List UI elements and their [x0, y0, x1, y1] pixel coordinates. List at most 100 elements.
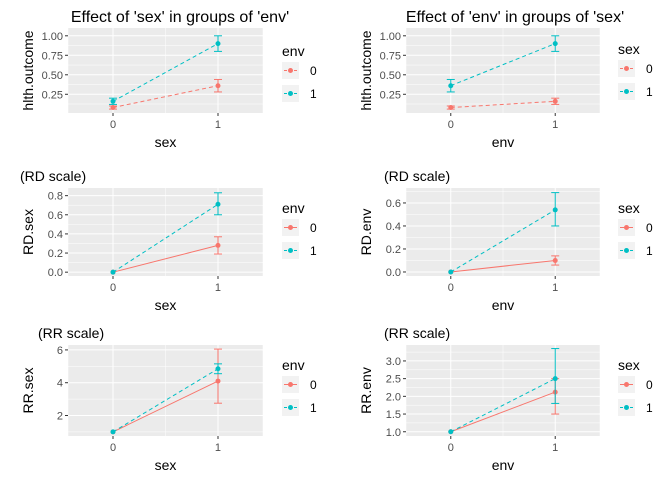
- x-axis-title: env: [492, 134, 515, 150]
- legend: env 0 1: [282, 357, 317, 416]
- y-tick-label: 0.4: [48, 229, 63, 241]
- y-tick-label: 0.25: [42, 89, 63, 101]
- y-tick-label: 2.0: [386, 391, 401, 403]
- y-tick-label: 0.2: [386, 244, 401, 256]
- y-tick-label: 2: [57, 411, 63, 423]
- chart-panel-2: 0.25 0.50 0.75 1.00 0 1 Effect of 'env' in gro…: [358, 9, 653, 150]
- x-axis-title: sex: [155, 297, 177, 313]
- data-point-1-1: [552, 41, 558, 47]
- legend-title: sex: [618, 200, 640, 216]
- x-tick-label: 1: [552, 442, 558, 454]
- legend-label-0: 0: [310, 378, 317, 392]
- legend-label-0: 0: [310, 64, 317, 78]
- legend-key-point: [624, 248, 629, 253]
- series-line-1: [450, 378, 556, 433]
- legend-label-0: 0: [646, 378, 653, 392]
- legend-label-1: 1: [310, 401, 317, 415]
- chart-title: (RR scale): [38, 325, 104, 341]
- x-tick-label: 1: [215, 282, 221, 294]
- y-axis-title: RD.sex: [20, 209, 36, 255]
- y-tick-label: 0.75: [380, 50, 401, 62]
- data-point-0-0: [110, 105, 116, 111]
- chart-panel-3: 0.0 0.2 0.4 0.6 0.8 0 1 (RD scale) sex RD.sex env 0…: [20, 168, 317, 313]
- x-tick-label: 1: [552, 282, 558, 294]
- data-point-1-0: [110, 98, 116, 104]
- data-point-0-1: [215, 378, 221, 384]
- error-bar-1: [551, 348, 560, 404]
- x-axis-title: env: [492, 297, 515, 313]
- y-tick-label: 0.0: [48, 267, 63, 279]
- y-tick-label: 0.6: [386, 198, 401, 210]
- y-tick-label: 0.6: [48, 210, 63, 222]
- x-axis-title: sex: [155, 134, 177, 150]
- legend: sex 0 1: [618, 357, 653, 416]
- y-tick-label: 0.2: [48, 248, 63, 260]
- chart-title: (RR scale): [384, 325, 450, 341]
- legend-key-point: [288, 248, 293, 253]
- y-tick-label: 1.00: [42, 31, 63, 43]
- legend-key-point: [288, 405, 293, 410]
- y-axis-title: hlth.outcome: [20, 30, 36, 110]
- series-line-0: [450, 100, 556, 109]
- series-line-0: [112, 244, 219, 273]
- x-tick-label: 0: [448, 282, 454, 294]
- y-tick-label: 1.00: [380, 31, 401, 43]
- data-point-1-0: [448, 269, 454, 275]
- legend-label-0: 0: [310, 221, 317, 235]
- data-point-1-0: [448, 83, 454, 89]
- y-tick-label: 0.8: [48, 191, 63, 203]
- y-axis-title: RR.sex: [20, 368, 36, 414]
- y-axis-title: RD.env: [358, 209, 374, 256]
- data-point-1-1: [552, 207, 558, 213]
- y-tick-label: 2.5: [386, 374, 401, 386]
- y-axis-title: hlth.outcome: [358, 30, 374, 110]
- legend-title: env: [282, 200, 305, 216]
- x-tick-label: 0: [110, 119, 116, 131]
- legend-label-1: 1: [646, 401, 653, 415]
- data-point-0-1: [215, 242, 221, 248]
- x-tick-label: 0: [110, 442, 116, 454]
- y-tick-label: 0.25: [380, 89, 401, 101]
- y-tick-label: 6: [57, 345, 63, 357]
- y-tick-label: 1.5: [386, 409, 401, 421]
- legend-key-point: [624, 225, 629, 230]
- chart-panel-6: 1.0 1.5 2.0 2.5 3.0 0 1 (RR scale) env RR.env sex 0…: [358, 325, 653, 473]
- legend-title: sex: [618, 41, 640, 57]
- legend: sex 0 1: [618, 200, 653, 259]
- x-axis-title: sex: [155, 457, 177, 473]
- x-tick-label: 0: [448, 119, 454, 131]
- data-point-1-0: [110, 269, 116, 275]
- data-point-1-1: [215, 201, 221, 207]
- data-point-1-1: [215, 41, 221, 47]
- x-tick-label: 1: [215, 442, 221, 454]
- chart-title: Effect of 'env' in groups of 'sex': [406, 9, 624, 26]
- series-line-0: [112, 85, 219, 109]
- data-point-1-0: [110, 429, 116, 435]
- data-point-0-1: [552, 98, 558, 104]
- legend-key-point: [624, 89, 629, 94]
- series-line-0: [450, 259, 556, 273]
- data-point-0-0: [448, 105, 454, 111]
- legend-key-point: [624, 405, 629, 410]
- legend-title: env: [282, 43, 305, 59]
- legend-key-point: [288, 382, 293, 387]
- series-line-0: [112, 380, 219, 433]
- legend-key-point: [624, 382, 629, 387]
- y-tick-label: 3.0: [386, 356, 401, 368]
- legend-label-0: 0: [646, 221, 653, 235]
- data-point-0-1: [552, 257, 558, 263]
- y-tick-label: 0.4: [386, 221, 401, 233]
- legend-label-1: 1: [310, 87, 317, 101]
- legend-key-point: [288, 91, 293, 96]
- legend: env 0 1: [282, 200, 317, 259]
- chart-panel-4: 0.0 0.2 0.4 0.6 0 1 (RD scale) env RD.env sex 0 1: [358, 168, 653, 313]
- series-line-1: [450, 209, 556, 273]
- legend-label-1: 1: [646, 244, 653, 258]
- data-point-1-1: [215, 366, 221, 372]
- legend-label-0: 0: [646, 62, 653, 76]
- data-point-0-1: [215, 83, 221, 89]
- series-line-1: [112, 43, 219, 102]
- x-tick-label: 1: [215, 119, 221, 131]
- y-tick-label: 0.0: [386, 267, 401, 279]
- chart-title: Effect of 'sex' in groups of 'env': [71, 9, 289, 26]
